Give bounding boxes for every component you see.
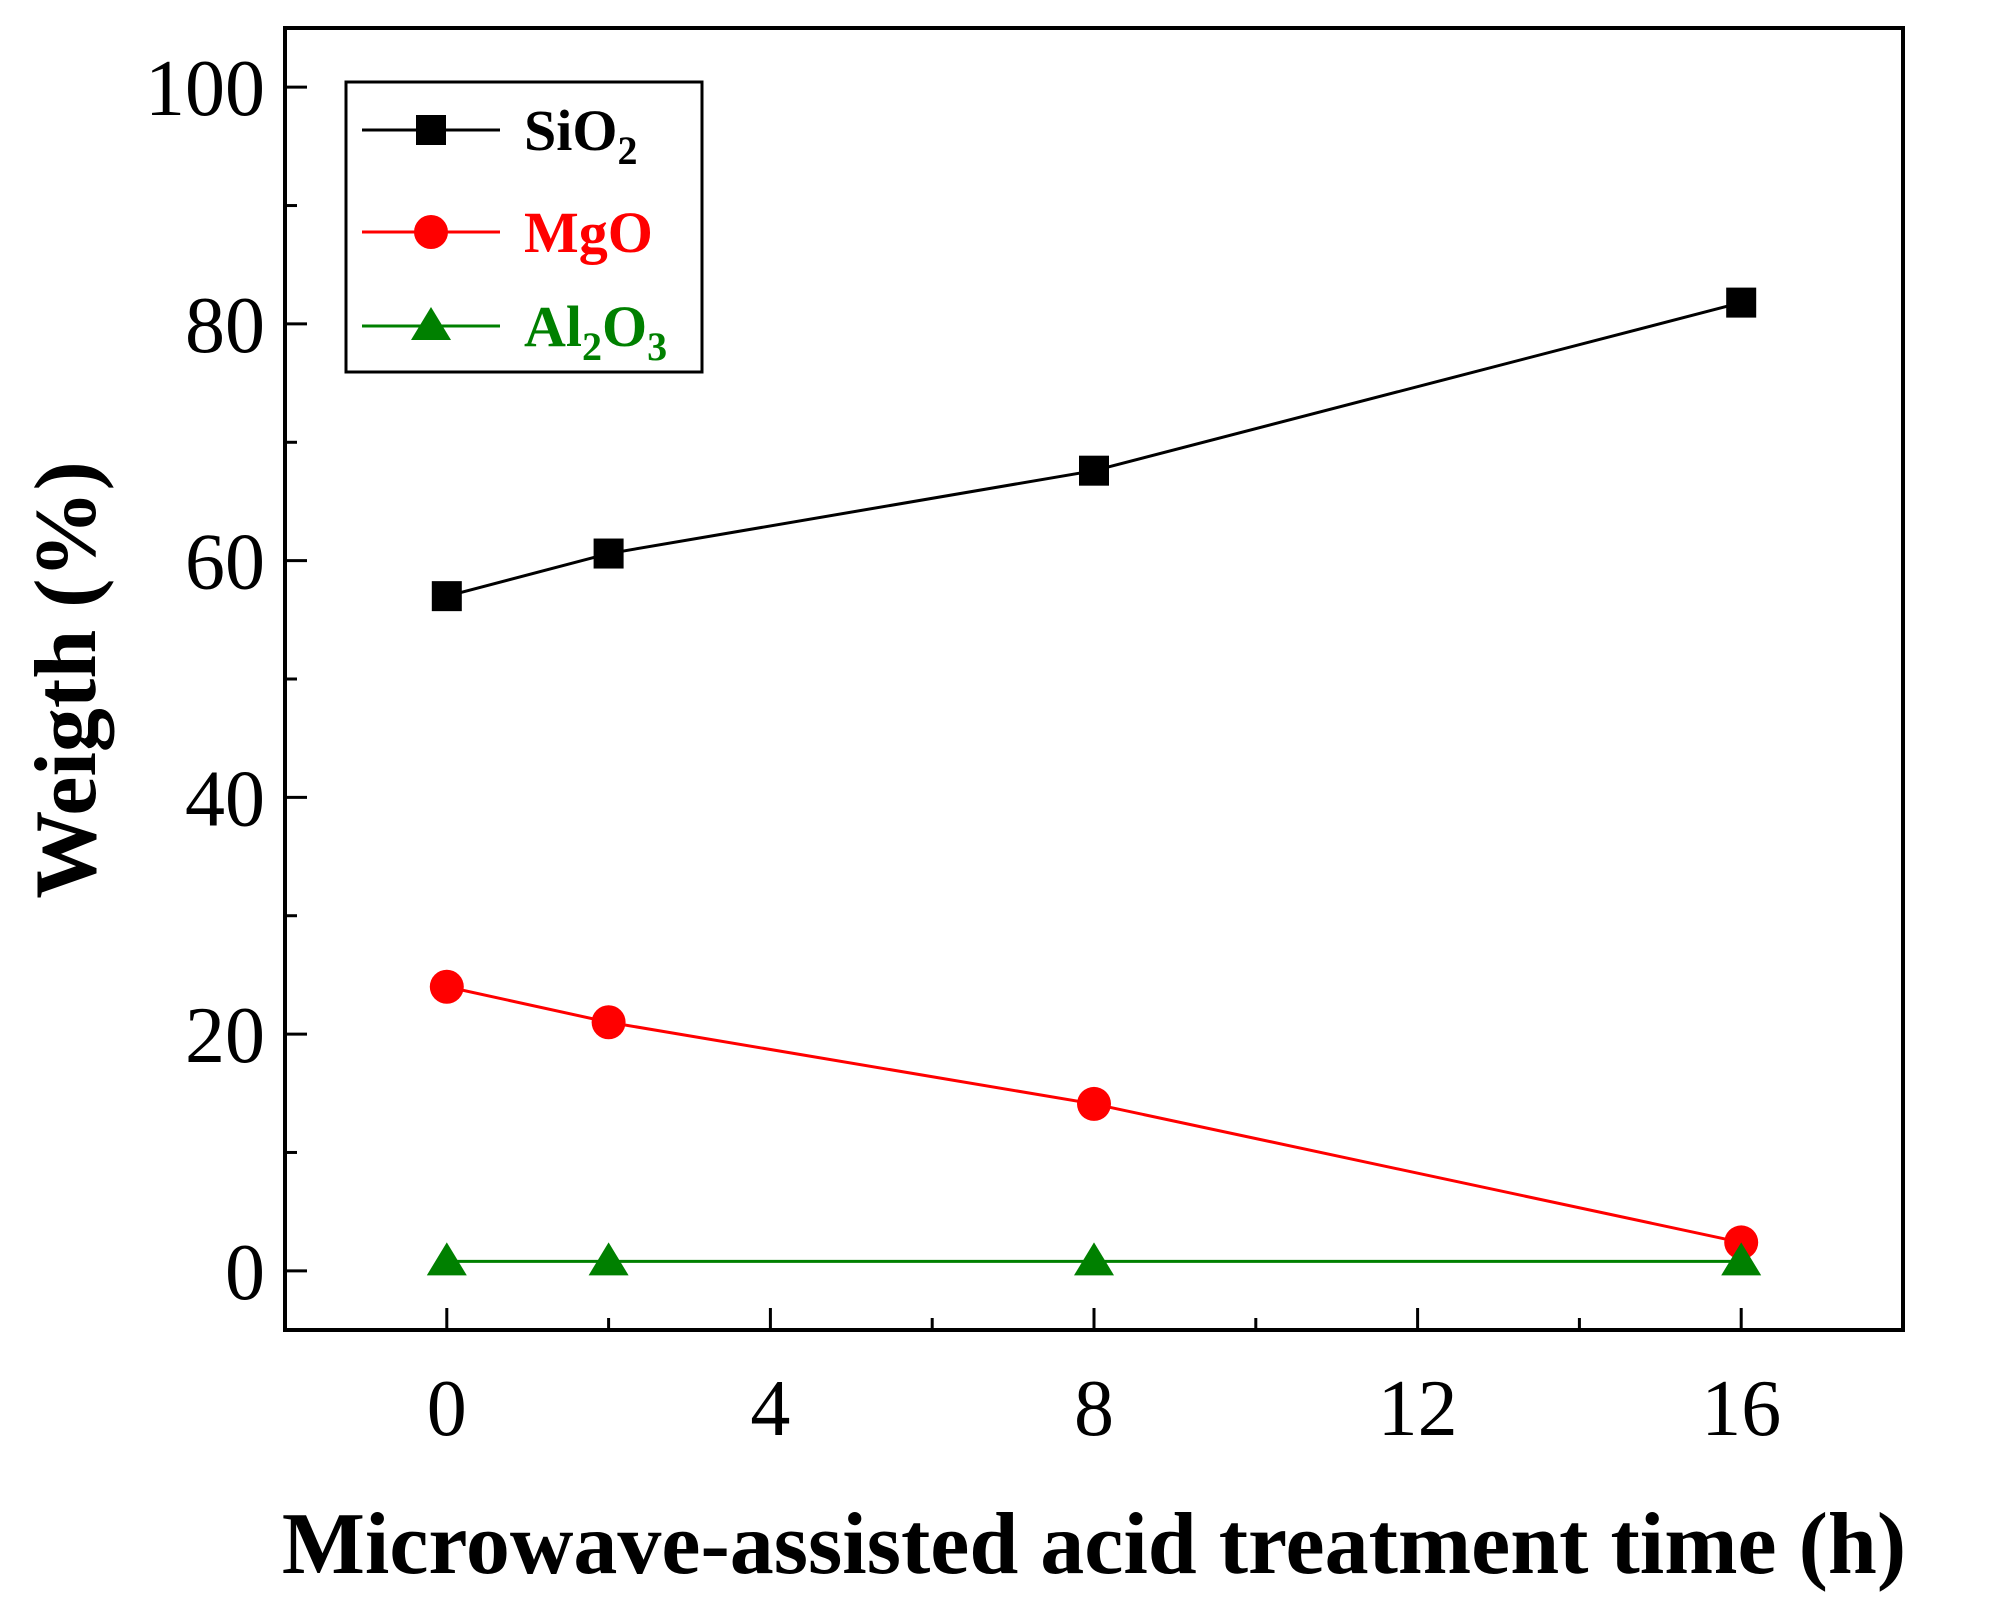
- y-tick-label: 60: [185, 519, 265, 607]
- x-tick-label: 12: [1378, 1365, 1458, 1453]
- series-layer: [426, 287, 1762, 1276]
- legend-label-al2o3: Al2O3: [524, 294, 667, 369]
- x-axis-title: Microwave-assisted acid treatment time (…: [282, 1496, 1906, 1593]
- legend-marker-al2o3: [411, 307, 451, 340]
- x-axis: 0 4 8 12 16: [427, 1308, 1781, 1453]
- y-axis: 0 20 40 60 80 100: [145, 45, 307, 1317]
- legend-label-sio2: SiO2: [524, 98, 638, 173]
- x-tick-label: 0: [427, 1365, 467, 1453]
- data-point-al2o3: [1074, 1242, 1114, 1276]
- series-line-sio2: [446, 301, 1742, 598]
- data-point-sio2: [593, 538, 624, 569]
- x-tick-label: 4: [750, 1365, 790, 1453]
- y-tick-label: 100: [145, 45, 265, 133]
- data-point-sio2: [1079, 455, 1109, 486]
- data-point-mgo: [1077, 1086, 1111, 1121]
- legend-marker-sio2: [416, 115, 446, 145]
- series-line-mgo: [446, 985, 1742, 1244]
- data-point-mgo: [429, 969, 464, 1004]
- data-point-al2o3: [1721, 1242, 1762, 1276]
- legend-label-mgo: MgO: [524, 200, 653, 265]
- legend-marker-mgo: [414, 215, 448, 249]
- y-tick-label: 40: [185, 755, 265, 843]
- data-point-sio2: [1726, 287, 1757, 318]
- data-point-sio2: [431, 581, 462, 612]
- data-point-al2o3: [588, 1242, 629, 1276]
- x-tick-label: 16: [1701, 1365, 1781, 1453]
- y-tick-label: 0: [225, 1229, 265, 1317]
- y-axis-title: Weigth (%): [18, 461, 115, 899]
- data-point-mgo: [591, 1005, 626, 1040]
- y-tick-label: 20: [185, 992, 265, 1080]
- y-tick-label: 80: [185, 282, 265, 370]
- x-tick-label: 8: [1074, 1365, 1114, 1453]
- legend: SiO2 MgO Al2O3: [344, 80, 704, 374]
- data-point-al2o3: [426, 1242, 467, 1276]
